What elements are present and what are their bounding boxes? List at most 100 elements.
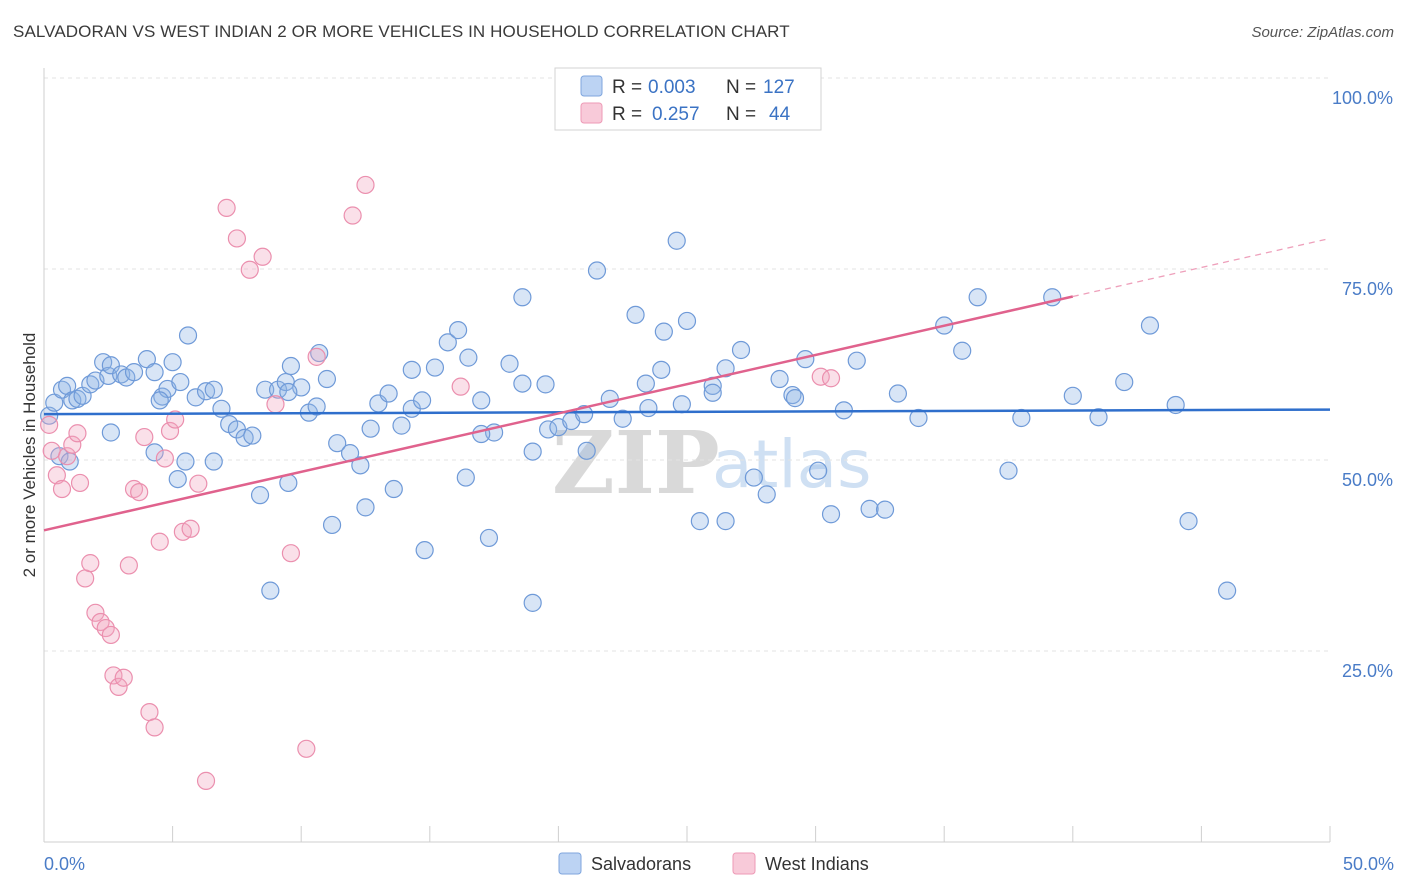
legend-n-label-salvadorans: N =	[726, 77, 756, 98]
point-salvadorans-126	[672, 395, 691, 414]
point-salvadorans-84	[888, 384, 908, 403]
point-salvadorans-106	[322, 515, 342, 535]
point-salvadorans-100	[101, 423, 120, 442]
point-salvadorans-37	[307, 397, 326, 416]
point-salvadorans-21	[171, 372, 190, 392]
point-salvadorans-62	[600, 389, 619, 408]
point-salvadorans-64	[626, 305, 645, 324]
point-salvadorans-68	[677, 311, 697, 331]
point-salvadorans-38	[317, 369, 337, 389]
point-west-indians-4	[58, 447, 77, 466]
point-west-indians-2	[47, 466, 66, 485]
point-west-indians-20	[135, 427, 154, 447]
point-salvadorans-56	[523, 442, 542, 461]
point-salvadorans-51	[459, 348, 478, 367]
legend-r-label-west-indians: R =	[612, 104, 642, 125]
point-salvadorans-79	[821, 505, 841, 524]
point-west-indians-39	[343, 206, 362, 225]
point-salvadorans-54	[500, 354, 519, 373]
point-salvadorans-42	[361, 419, 380, 438]
point-salvadorans-121	[402, 360, 421, 379]
point-salvadorans-44	[379, 384, 398, 403]
point-west-indians-7	[70, 473, 90, 493]
point-salvadorans-116	[279, 382, 298, 402]
point-west-indians-5	[63, 435, 82, 454]
point-salvadorans-45	[392, 416, 411, 435]
watermark: ZIP atlas	[552, 413, 872, 514]
point-salvadorans-88	[968, 288, 987, 307]
point-west-indians-15	[109, 677, 128, 697]
point-salvadorans-49	[438, 333, 457, 352]
point-salvadorans-82	[860, 499, 879, 518]
point-salvadorans-103	[204, 452, 223, 471]
point-salvadorans-73	[744, 468, 763, 487]
point-salvadorans-95	[1140, 316, 1160, 335]
chart-title: SALVADORAN VS WEST INDIAN 2 OR MORE VEHI…	[13, 22, 790, 41]
y-axis-label: 2 or more Vehicles in Household	[20, 333, 39, 578]
point-west-indians-36	[281, 544, 301, 563]
point-west-indians-32	[227, 229, 246, 248]
point-salvadorans-114	[176, 452, 195, 471]
point-salvadorans-78	[809, 461, 828, 480]
point-west-indians-10	[86, 603, 105, 622]
point-salvadorans-75	[770, 369, 789, 389]
point-salvadorans-31	[256, 380, 275, 399]
point-west-indians-18	[124, 479, 144, 499]
point-salvadorans-122	[703, 383, 722, 402]
point-west-indians-30	[196, 771, 216, 790]
bottom-legend-swatch-salvadorans	[558, 852, 582, 875]
legend-r-value-salvadorans: 0.003	[648, 77, 696, 98]
point-salvadorans-108	[384, 479, 403, 499]
point-west-indians-23	[150, 532, 169, 551]
point-salvadorans-112	[523, 593, 542, 612]
point-salvadorans-92	[1063, 386, 1082, 405]
point-salvadorans-48	[425, 358, 445, 377]
point-salvadorans-111	[479, 528, 499, 548]
point-salvadorans-60	[575, 405, 594, 424]
bottom-legend-swatch-west-indians	[732, 852, 756, 875]
point-west-indians-38	[307, 347, 326, 366]
point-west-indians-34	[253, 247, 272, 266]
point-west-indians-37	[297, 739, 316, 758]
legend-r-label-salvadorans: R =	[612, 77, 642, 98]
point-salvadorans-65	[639, 398, 658, 418]
y-tick-label-25: 25.0%	[1342, 661, 1393, 681]
point-salvadorans-120	[536, 375, 555, 394]
y-tick-label-75: 75.0%	[1342, 279, 1393, 299]
point-salvadorans-20	[163, 353, 182, 372]
point-salvadorans-117	[652, 360, 671, 379]
point-west-indians-40	[356, 175, 375, 195]
point-salvadorans-67	[667, 231, 686, 250]
point-west-indians-43	[821, 369, 841, 388]
point-salvadorans-47	[412, 391, 432, 410]
legend-n-value-west-indians: 44	[769, 104, 791, 125]
point-salvadorans-110	[456, 468, 475, 487]
point-salvadorans-50	[448, 321, 468, 340]
point-salvadorans-61	[587, 261, 607, 280]
point-salvadorans-23	[186, 388, 205, 407]
point-salvadorans-24	[196, 382, 216, 401]
bottom-legend-label-west-indians: West Indians	[765, 854, 869, 874]
point-west-indians-6	[68, 424, 87, 443]
point-west-indians-21	[140, 703, 159, 722]
point-salvadorans-118	[150, 391, 169, 410]
legend-swatch-salvadorans	[580, 75, 603, 97]
point-salvadorans-85	[909, 408, 928, 428]
point-west-indians-31	[217, 198, 236, 217]
point-salvadorans-119	[636, 374, 655, 393]
bottom-legend-label-salvadorans: Salvadorans	[591, 854, 691, 874]
point-west-indians-35	[266, 395, 285, 414]
trend-line-salvadorans	[43, 408, 1331, 416]
chart-source: Source: ZipAtlas.com	[1251, 24, 1394, 41]
point-west-indians-17	[119, 556, 138, 575]
point-salvadorans-55	[513, 374, 532, 393]
point-west-indians-19	[130, 482, 149, 502]
y-tick-labels: 100.0% 75.0% 50.0% 25.0%	[1332, 88, 1393, 681]
point-salvadorans-63	[613, 409, 632, 428]
point-salvadorans-128	[513, 288, 532, 307]
legend-r-value-west-indians: 0.257	[652, 104, 700, 125]
trend-line-west-indians-extension	[1072, 237, 1331, 298]
point-salvadorans-98	[1218, 581, 1237, 600]
point-salvadorans-52	[472, 391, 491, 410]
point-west-indians-8	[76, 569, 95, 588]
